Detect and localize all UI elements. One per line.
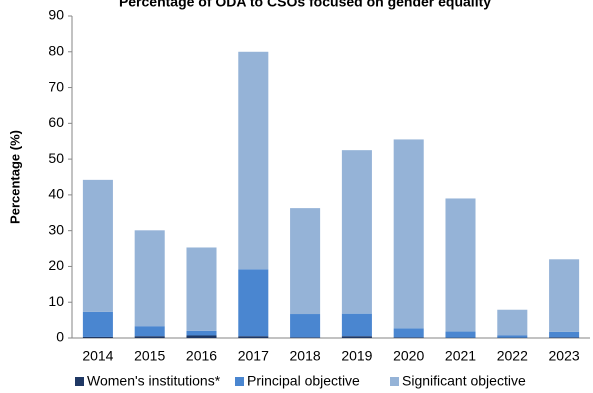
- bar-segment: [393, 139, 424, 329]
- y-axis-title: Percentage (%): [7, 130, 22, 224]
- bar-segment: [186, 247, 217, 331]
- x-tick-label: 2023: [549, 348, 580, 364]
- bar-segment: [549, 331, 580, 338]
- legend-swatch: [235, 377, 244, 386]
- legend-label: Significant objective: [402, 373, 526, 389]
- x-tick-label: 2015: [134, 348, 165, 364]
- x-tick-label: 2014: [82, 348, 113, 364]
- bar-segment: [393, 337, 424, 338]
- bar-segment: [341, 336, 372, 338]
- y-tick-label: 10: [48, 293, 64, 309]
- bar-segment: [497, 335, 528, 338]
- bar-segment: [341, 313, 372, 337]
- bar-segment: [393, 328, 424, 338]
- chart-title: Percentage of ODA to CSOs focused on gen…: [119, 0, 491, 10]
- bar-segment: [238, 269, 269, 337]
- y-tick-label: 20: [48, 257, 64, 273]
- y-tick-label: 30: [48, 221, 64, 237]
- bar-segment: [82, 311, 113, 337]
- legend-label: Principal objective: [247, 373, 360, 389]
- x-tick-label: 2020: [393, 348, 424, 364]
- bar-segment: [134, 336, 165, 338]
- bar-segment: [549, 337, 580, 338]
- legend-label: Women's institutions*: [87, 373, 221, 389]
- x-tick-label: 2018: [290, 348, 321, 364]
- bar-segment: [290, 314, 321, 338]
- y-tick-label: 0: [56, 329, 64, 345]
- bar-segment: [82, 179, 113, 312]
- bar-segment: [497, 309, 528, 336]
- legend-swatch: [390, 377, 399, 386]
- y-tick-label: 60: [48, 114, 64, 130]
- bar-segment: [134, 326, 165, 337]
- bar-segment: [186, 330, 217, 336]
- x-tick-label: 2019: [341, 348, 372, 364]
- y-tick-label: 50: [48, 150, 64, 166]
- x-tick-label: 2021: [445, 348, 476, 364]
- bar-segment: [445, 198, 476, 332]
- bar-segment: [290, 337, 321, 338]
- x-tick-label: 2017: [238, 348, 269, 364]
- bar-segment: [186, 335, 217, 338]
- x-tick-label: 2022: [497, 348, 528, 364]
- bar-segment: [341, 150, 372, 314]
- bar-segment: [290, 208, 321, 315]
- y-tick-label: 90: [48, 7, 64, 23]
- bar-segment: [238, 336, 269, 338]
- y-tick-label: 40: [48, 186, 64, 202]
- x-tick-label: 2016: [186, 348, 217, 364]
- bar-segment: [134, 230, 165, 327]
- y-tick-label: 80: [48, 42, 64, 58]
- bar-segment: [445, 331, 476, 338]
- bar-segment: [238, 51, 269, 270]
- y-tick-label: 70: [48, 78, 64, 94]
- legend-swatch: [75, 377, 84, 386]
- bar-segment: [549, 259, 580, 332]
- bar-segment: [82, 336, 113, 338]
